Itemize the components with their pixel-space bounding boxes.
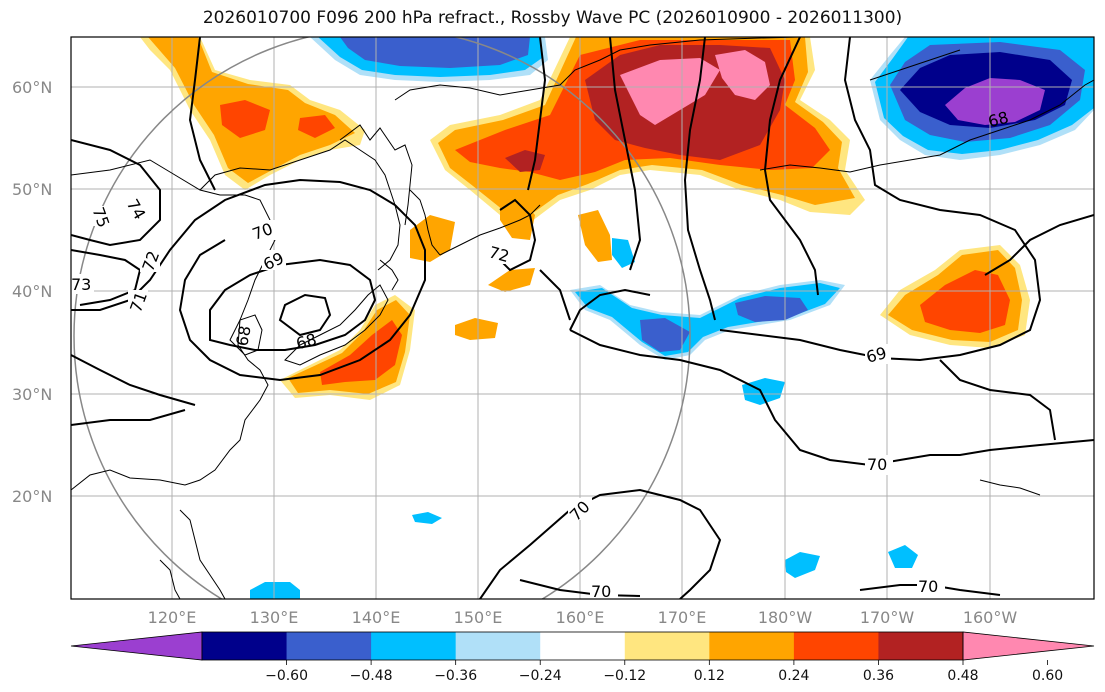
contour-label: 72 <box>487 242 512 266</box>
colorbar-swatch <box>624 632 710 660</box>
coastlines <box>71 37 1094 599</box>
colorbar: −0.60 −0.48 −0.36 −0.24 −0.12 0.12 0.24 0.36 0.4… <box>70 631 1095 684</box>
longitude-axis: 120°E 130°E 140°E 150°E 160°E 170°E 180°… <box>148 608 1018 627</box>
lon-label-140e: 140°E <box>352 608 401 627</box>
negative-anomaly-mid-pacific-blue2 <box>735 296 808 322</box>
positive-anomaly-small3 <box>488 268 535 292</box>
colorbar-tick-label: 0.48 <box>947 668 978 684</box>
negative-anomaly-small5 <box>888 545 918 568</box>
positive-anomaly-orange4 <box>578 210 612 262</box>
negative-anomaly-small4 <box>785 552 820 578</box>
colorbar-swatch <box>286 632 372 660</box>
colorbar-swatch <box>202 632 288 660</box>
colorbar-extend-min <box>70 631 203 661</box>
contour-label: 73 <box>71 275 91 294</box>
contour-label: 68 <box>986 108 1011 132</box>
map-frame <box>70 36 1095 600</box>
positive-anomaly-small1 <box>455 318 498 340</box>
contour-label: 70 <box>591 582 611 601</box>
contours <box>71 37 1094 599</box>
colorbar-extend-max <box>962 631 1095 661</box>
colorbar-tick-label: −0.24 <box>519 668 562 684</box>
positive-anomaly-small2 <box>410 215 455 262</box>
map-title: 2026010700 F096 200 hPa refract., Rossby… <box>202 8 903 28</box>
lon-label-170w: 170°W <box>860 608 915 627</box>
negative-anomaly-small6 <box>250 582 300 599</box>
colorbar-swatch <box>793 632 879 660</box>
contour-label: 68 <box>232 324 254 347</box>
colorbar-tick-label: −0.60 <box>265 668 308 684</box>
colorbar-swatch <box>455 632 541 660</box>
negative-anomaly-alaska-purple <box>945 78 1045 125</box>
lon-label-160w: 160°W <box>963 608 1018 627</box>
lat-label-50: 50°N <box>12 180 52 199</box>
contour-label: 70 <box>867 455 887 474</box>
negative-anomaly-small1 <box>612 238 635 268</box>
colorbar-swatch <box>878 632 964 660</box>
lon-label-180w: 180°W <box>758 608 813 627</box>
colorbar-tick-label: 0.60 <box>1032 668 1063 684</box>
positive-anomaly-orange5 <box>500 198 535 240</box>
colorbar-tick-label: −0.36 <box>434 668 477 684</box>
colorbar-swatch <box>540 632 626 660</box>
lon-label-170e: 170°E <box>658 608 707 627</box>
contour-label: 70 <box>918 577 938 596</box>
negative-anomaly-small3 <box>412 512 442 524</box>
radius-circle <box>73 37 691 599</box>
latitude-axis: 60°N 50°N 40°N 30°N 20°N <box>12 78 52 506</box>
colorbar-tick-label: 0.24 <box>778 668 809 684</box>
lon-label-120e: 120°E <box>148 608 197 627</box>
colorbar-swatch <box>371 632 457 660</box>
negative-anomaly-small2 <box>742 378 785 405</box>
lat-label-30: 30°N <box>12 385 52 404</box>
lat-label-20: 20°N <box>12 487 52 506</box>
colorbar-tick-label: 0.12 <box>694 668 725 684</box>
contour-label: 69 <box>864 343 889 367</box>
colorbar-swatch <box>709 632 795 660</box>
contour-labels: 75 74 73 72 71 70 69 68 68 68 72 69 70 7… <box>71 108 1011 601</box>
negative-anomaly-mid-pacific-blue <box>640 318 690 352</box>
colorbar-frame <box>201 631 964 661</box>
map-content: 75 74 73 72 71 70 69 68 68 68 72 69 70 7… <box>71 37 1094 601</box>
lon-label-160e: 160°E <box>556 608 605 627</box>
positive-anomaly-bering-pink <box>620 58 720 125</box>
lat-label-60: 60°N <box>12 78 52 97</box>
colorbar-tick-label: −0.12 <box>603 668 646 684</box>
positive-anomaly-siberia-red <box>220 100 270 138</box>
lon-label-130e: 130°E <box>250 608 299 627</box>
positive-anomaly-japan-red <box>320 320 402 385</box>
lat-label-40: 40°N <box>12 282 52 301</box>
contour-label: 68 <box>294 330 319 354</box>
positive-anomaly-central-pacific-red <box>920 270 1010 333</box>
lon-label-150e: 150°E <box>454 608 503 627</box>
positive-anomaly-siberia-red2 <box>298 115 335 138</box>
graticule <box>71 37 1094 599</box>
colorbar-tick-label: 0.36 <box>863 668 894 684</box>
colorbar-tick-label: −0.48 <box>350 668 393 684</box>
